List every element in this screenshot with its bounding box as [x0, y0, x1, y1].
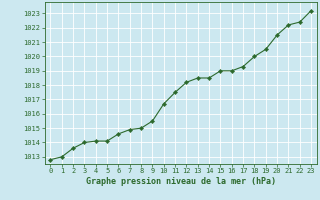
- X-axis label: Graphe pression niveau de la mer (hPa): Graphe pression niveau de la mer (hPa): [86, 177, 276, 186]
